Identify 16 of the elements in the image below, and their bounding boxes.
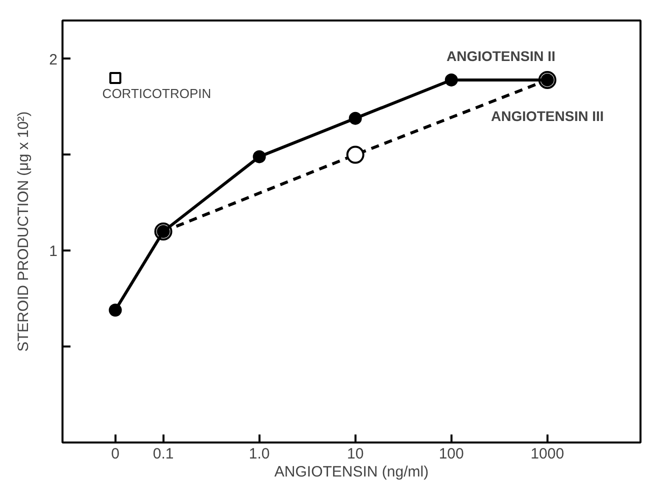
x-tick-label: 100 (438, 446, 464, 462)
series-label: ANGIOTENSIN II (446, 48, 556, 64)
x-tick-label: 10 (347, 446, 364, 462)
x-tick-label: 0 (111, 446, 120, 462)
y-tick-label: 1 (49, 243, 58, 260)
y-axis-title: STEROID PRODUCTION (μg x 10²) (15, 111, 32, 352)
series-label: CORTICOTROPIN (102, 86, 212, 102)
point (252, 150, 266, 164)
series-label: ANGIOTENSIN III (490, 108, 604, 124)
point (444, 73, 458, 86)
x-tick-label: 0.1 (152, 446, 174, 462)
point (348, 112, 362, 125)
x-axis-title: ANGIOTENSIN (ng/ml) (274, 464, 429, 480)
x-tick-label: 1.0 (248, 446, 270, 462)
x-tick-label: 1000 (530, 446, 564, 462)
y-tick-label: 2 (49, 51, 58, 68)
